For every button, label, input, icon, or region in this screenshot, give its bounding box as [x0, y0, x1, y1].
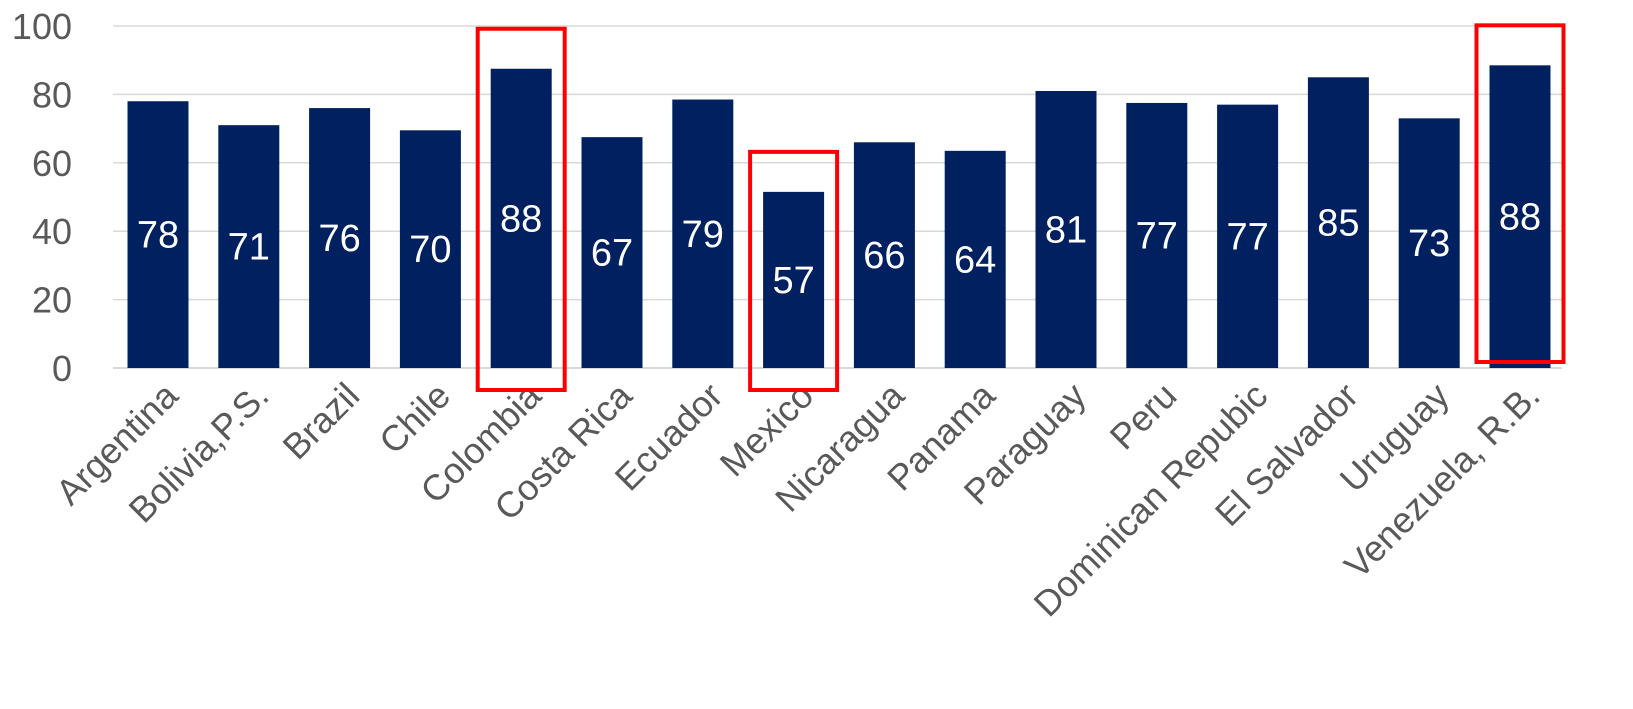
- data-label-mexico: 57: [772, 260, 814, 302]
- data-label-peru: 77: [1136, 215, 1178, 257]
- data-labels: 78 71 76 70 88 67 79 57 66 64 81 77 77 85 73 88: [137, 197, 1541, 302]
- y-tick-label: 100: [12, 6, 72, 47]
- bar-mexico: [763, 191, 825, 368]
- data-label-panama: 64: [954, 239, 996, 281]
- y-tick-label: 40: [32, 211, 72, 252]
- bar-colombia: [490, 68, 552, 368]
- bar-costa-rica: [581, 137, 643, 368]
- highlight-box-colombia: [475, 26, 567, 392]
- data-label-el-salvador: 85: [1317, 203, 1359, 245]
- bar-ecuador: [672, 99, 734, 368]
- data-label-argentina: 78: [137, 215, 179, 257]
- bar-paraguay: [1035, 90, 1097, 368]
- data-label-chile: 70: [409, 229, 451, 271]
- data-label-uruguay: 73: [1408, 223, 1450, 265]
- y-tick-label: 20: [32, 280, 72, 321]
- data-label-costa-rica: 67: [591, 233, 633, 275]
- highlight-boxes: [475, 23, 1566, 392]
- data-label-colombia: 88: [500, 198, 542, 240]
- bar-el-salvador: [1307, 77, 1369, 369]
- data-label-ecuador: 79: [682, 214, 724, 256]
- highlight-box-venezuela-r-b: [1474, 23, 1566, 365]
- bar-uruguay: [1398, 118, 1460, 368]
- bar-panama: [944, 150, 1006, 368]
- bar-argentina: [127, 101, 189, 369]
- bar-venezuela-r-b: [1489, 65, 1551, 368]
- bar-dominican-repubic: [1217, 104, 1279, 368]
- data-label-nicaragua: 66: [863, 235, 905, 277]
- data-label-dominican-repubic: 77: [1226, 216, 1268, 258]
- data-label-paraguay: 81: [1045, 209, 1087, 251]
- bar-nicaragua: [853, 142, 915, 368]
- data-label-brazil: 76: [318, 218, 360, 260]
- x-category-label-brazil: Brazil: [275, 375, 368, 468]
- data-label-bolivia-p-s: 71: [228, 227, 270, 269]
- bar-chile: [399, 130, 461, 368]
- bar-brazil: [309, 108, 371, 368]
- y-tick-label: 80: [32, 74, 72, 115]
- y-tick-label: 0: [52, 348, 72, 389]
- y-axis-tick-labels: 0 20 40 60 80 100: [12, 6, 72, 389]
- highlight-box-mexico: [748, 149, 840, 392]
- data-label-venezuela-r-b: 88: [1499, 197, 1541, 239]
- bars: [127, 65, 1551, 369]
- y-tick-label: 60: [32, 143, 72, 184]
- x-category-label-peru: Peru: [1102, 375, 1185, 458]
- bar-bolivia-p-s: [218, 125, 280, 369]
- bar-peru: [1126, 102, 1188, 368]
